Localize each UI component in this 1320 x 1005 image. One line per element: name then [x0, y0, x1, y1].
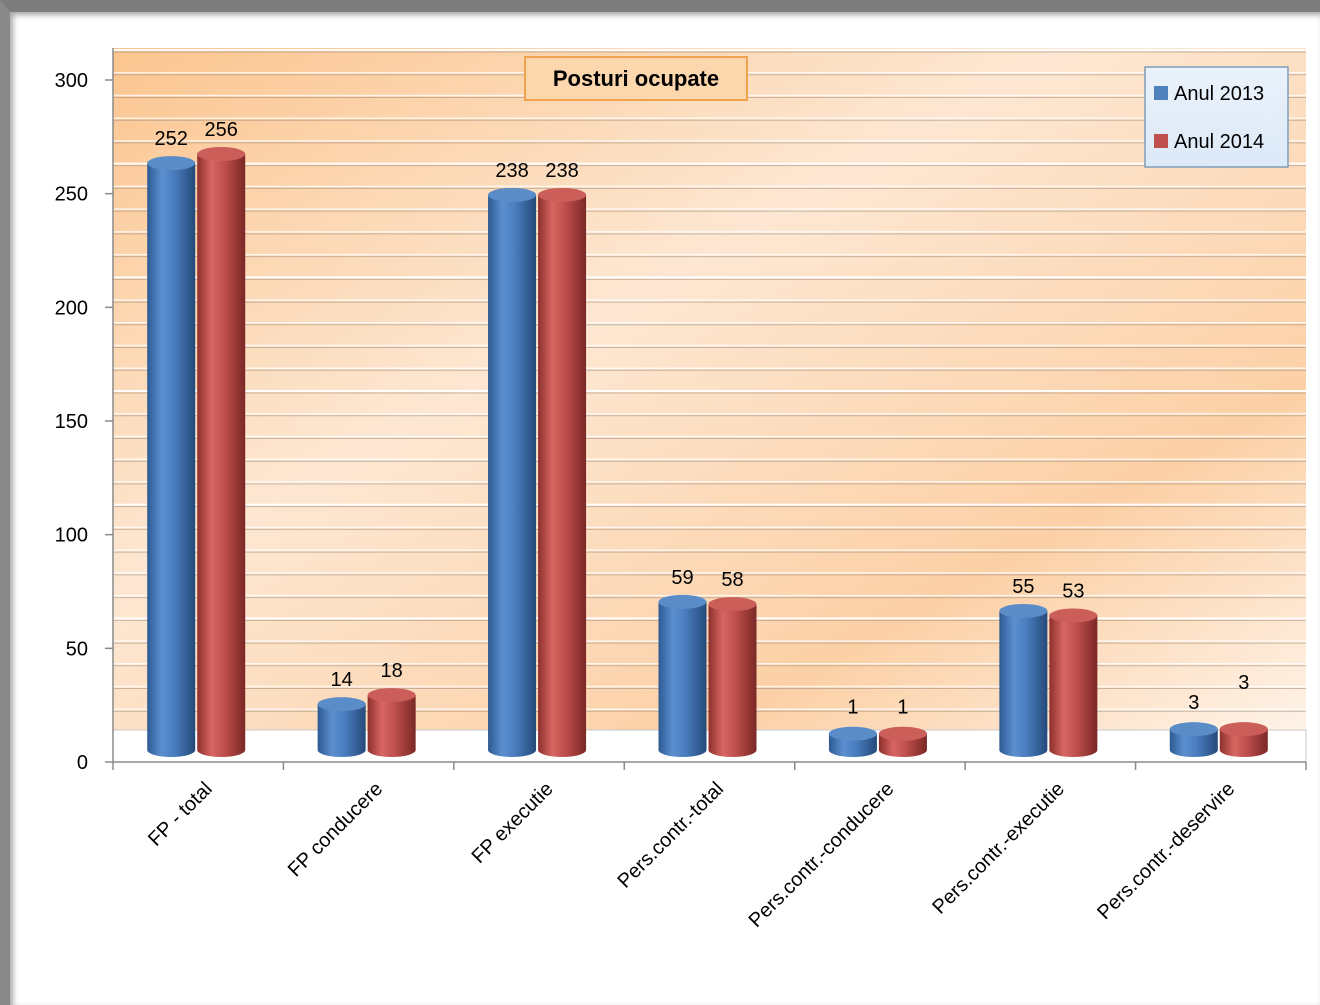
bar-anul-2013-2 [488, 187, 537, 757]
data-label: 3 [1188, 692, 1199, 714]
bar-anul-2014-2 [538, 187, 587, 758]
legend: Anul 2013 Anul 2014 [1144, 66, 1289, 168]
bar-top [367, 688, 416, 703]
x-tick-label: Pers.contr.-deservire [1093, 778, 1239, 924]
bar-body [1169, 729, 1218, 757]
x-tick-label: FP executie [468, 778, 558, 868]
data-label: 238 [495, 160, 528, 182]
legend-label-2014: Anul 2014 [1174, 131, 1264, 153]
bar-body [538, 194, 587, 758]
bar-anul-2014-6 [1219, 722, 1268, 757]
bar-body [147, 163, 196, 757]
chart-title-box: Posturi ocupate [524, 56, 748, 101]
data-label: 238 [545, 160, 578, 182]
bar-anul-2014-3 [708, 597, 757, 757]
x-tick-label: Pers.contr.-total [613, 778, 728, 893]
bar-anul-2014-4 [878, 726, 927, 757]
bar-anul-2014-5 [1049, 608, 1098, 757]
bar-top [1219, 722, 1268, 737]
bar-body [317, 704, 366, 757]
y-tick-label: 300 [55, 70, 88, 92]
data-label: 14 [331, 669, 353, 691]
y-tick-label: 250 [55, 184, 88, 206]
bar-body [488, 194, 537, 757]
bar-top [1049, 608, 1098, 623]
bar-top [538, 187, 587, 202]
y-tick-label: 0 [77, 752, 88, 774]
bar-top [708, 597, 757, 612]
y-axis-ticks: 0 50 100 150 200 250 300 [55, 70, 113, 774]
bar-body [367, 695, 416, 757]
bar-anul-2013-0 [147, 156, 196, 757]
data-label: 59 [671, 567, 693, 589]
bar-top [488, 187, 537, 202]
bar-anul-2013-4 [828, 726, 877, 757]
bar-body [708, 604, 757, 757]
bar-top [999, 603, 1048, 618]
bars [147, 147, 1268, 758]
bar-top [317, 697, 366, 712]
y-tick-label: 100 [55, 525, 88, 547]
data-label: 1 [847, 697, 858, 719]
bar-anul-2014-0 [197, 147, 246, 757]
bar-top [197, 147, 246, 162]
bar-top [828, 726, 877, 741]
bar-anul-2013-6 [1169, 722, 1218, 757]
x-axis-labels: FP - total FP conducere FP executie Pers.co… [144, 778, 1239, 932]
bar-top [658, 594, 707, 609]
bar-anul-2013-1 [317, 697, 366, 757]
data-label: 18 [381, 660, 403, 682]
bar-body [999, 610, 1048, 758]
data-label: 58 [721, 569, 743, 591]
x-tick-label: Pers.contr.-executie [928, 778, 1069, 919]
data-label: 252 [155, 128, 188, 150]
bar-anul-2013-3 [658, 594, 707, 757]
data-label: 55 [1012, 576, 1034, 598]
bar-top [1169, 722, 1218, 737]
legend-label-2013: Anul 2013 [1174, 83, 1264, 105]
data-label: 53 [1062, 581, 1084, 603]
bar-top [878, 726, 927, 741]
x-tick-label: Pers.contr.-conducere [745, 778, 899, 932]
x-tick-label: FP - total [144, 778, 217, 851]
data-label: 256 [205, 119, 238, 141]
bar-body [1049, 615, 1098, 757]
bar-top [147, 156, 196, 171]
bar-anul-2013-5 [999, 603, 1048, 758]
y-tick-label: 150 [55, 411, 88, 433]
chart-title: Posturi ocupate [553, 66, 719, 91]
data-label: 1 [897, 697, 908, 719]
y-tick-label: 50 [66, 638, 88, 660]
legend-swatch-2014 [1154, 134, 1168, 148]
y-tick-label: 200 [55, 297, 88, 319]
bar-anul-2014-1 [367, 688, 416, 757]
plot-area [113, 48, 1306, 730]
data-labels: 252 14 238 59 1 55 3 256 18 238 58 1 53 3 [155, 119, 1250, 719]
x-tick-label: FP conducere [284, 778, 387, 881]
bar-body [658, 601, 707, 757]
data-label: 3 [1238, 672, 1249, 694]
bar-body [197, 154, 246, 757]
legend-swatch-2013 [1154, 86, 1168, 100]
axes [112, 48, 1307, 770]
bar-body [1219, 729, 1268, 757]
